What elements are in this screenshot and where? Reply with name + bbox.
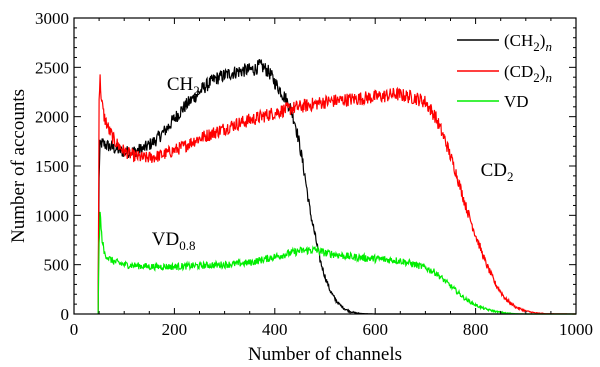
legend-label-ch2: (CH2)n bbox=[504, 31, 552, 54]
legend-label-vd: VD bbox=[504, 92, 529, 111]
y-tick-label: 500 bbox=[44, 256, 70, 275]
x-tick-label: 800 bbox=[463, 320, 489, 339]
x-tick-label: 0 bbox=[70, 320, 79, 339]
y-tick-label: 2000 bbox=[35, 108, 69, 127]
x-tick-label: 1000 bbox=[559, 320, 593, 339]
annotation-cd2: CD2 bbox=[481, 160, 514, 184]
legend: (CH2)n (CD2)n VD bbox=[457, 31, 552, 111]
y-tick-label: 0 bbox=[61, 305, 70, 324]
annotation-vd08: VD0.8 bbox=[152, 229, 196, 253]
y-tick-label: 1500 bbox=[35, 157, 69, 176]
axis-ticks bbox=[73, 17, 577, 315]
annotations: CH2 CD2 VD0.8 bbox=[152, 74, 514, 253]
series-line-cd2 bbox=[97, 74, 576, 315]
y-tick-label: 3000 bbox=[35, 9, 69, 28]
y-axis-label: Number of accounts bbox=[8, 89, 29, 243]
x-axis-label: Number of channels bbox=[248, 344, 402, 365]
x-tick-label: 400 bbox=[262, 320, 288, 339]
annotation-ch2: CH2 bbox=[167, 74, 200, 98]
y-tick-label: 1000 bbox=[35, 206, 69, 225]
axis-tick-labels: 0 200 400 600 800 1000 0 500 1000 1500 2000 2500 300… bbox=[35, 9, 593, 339]
y-tick-label: 2500 bbox=[35, 58, 69, 77]
x-tick-label: 200 bbox=[162, 320, 188, 339]
x-tick-label: 600 bbox=[362, 320, 388, 339]
series-line-vd bbox=[97, 211, 576, 315]
legend-label-cd2: (CD2)n bbox=[504, 62, 552, 85]
